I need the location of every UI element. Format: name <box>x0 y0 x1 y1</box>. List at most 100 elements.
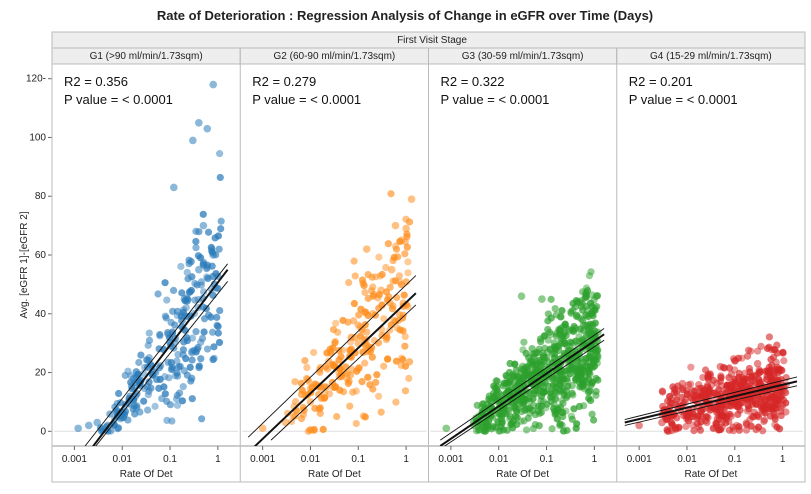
data-point <box>331 339 339 347</box>
data-point <box>397 281 406 289</box>
data-point <box>713 408 721 416</box>
panel-header-1: G1 (>90 ml/min/1.73sqm) <box>90 51 203 62</box>
data-point <box>588 309 596 318</box>
data-point <box>156 332 164 340</box>
panel-header-3: G3 (30-59 ml/min/1.73sqm) <box>462 51 584 62</box>
data-point <box>668 399 676 407</box>
data-point <box>560 391 568 399</box>
data-point <box>356 323 364 331</box>
data-point <box>155 345 163 353</box>
y-tick-label: 80 <box>35 191 47 202</box>
data-point <box>161 279 169 287</box>
confidence-line <box>443 339 605 446</box>
data-point <box>199 288 208 296</box>
data-point <box>511 360 519 368</box>
data-point <box>391 317 400 325</box>
data-point <box>169 307 177 315</box>
data-point <box>742 426 750 434</box>
data-point <box>569 306 577 314</box>
data-point <box>195 118 203 127</box>
x-tick-label: 0.1 <box>540 454 554 465</box>
data-point <box>709 424 717 432</box>
confidence-line <box>95 281 228 446</box>
data-point <box>580 380 588 388</box>
data-point <box>779 348 787 356</box>
data-point <box>563 377 572 386</box>
data-point <box>258 424 267 433</box>
data-point <box>130 396 138 404</box>
data-point <box>756 368 764 376</box>
data-point <box>369 385 377 393</box>
data-point <box>558 396 566 405</box>
x-tick-label: 0.1 <box>728 454 742 465</box>
data-point <box>339 388 348 396</box>
data-point <box>777 393 785 401</box>
data-point <box>154 290 162 298</box>
x-tick-label: 0.01 <box>112 454 132 465</box>
data-point <box>697 418 705 426</box>
data-point <box>551 345 559 353</box>
data-point <box>473 401 481 409</box>
data-point <box>587 299 595 307</box>
panel-headers: G1 (>90 ml/min/1.73sqm) G2 (60-90 ml/min/… <box>51 47 806 65</box>
data-point <box>544 336 552 344</box>
data-point <box>586 387 594 395</box>
data-point <box>552 332 560 340</box>
data-point <box>521 363 530 371</box>
data-point <box>215 245 223 253</box>
regression-line <box>92 269 229 446</box>
data-point <box>678 393 686 402</box>
data-point <box>306 426 314 434</box>
data-point <box>687 363 695 371</box>
data-point <box>557 324 565 332</box>
x-tick-label: 0.001 <box>438 454 463 465</box>
data-point <box>760 417 768 425</box>
data-point <box>589 416 598 424</box>
data-point <box>358 276 367 284</box>
data-point <box>782 389 790 397</box>
data-point <box>173 369 181 377</box>
data-point <box>183 371 191 379</box>
data-point <box>188 356 196 364</box>
data-point <box>663 427 672 435</box>
data-point <box>315 405 323 413</box>
data-point <box>128 385 136 393</box>
data-point <box>592 292 601 300</box>
data-point <box>550 380 558 389</box>
data-point <box>771 413 779 422</box>
data-point <box>351 272 359 280</box>
data-point <box>213 313 221 321</box>
data-point <box>547 295 555 303</box>
data-point <box>568 389 576 397</box>
data-point <box>773 423 781 431</box>
data-point <box>209 80 218 89</box>
data-point <box>570 405 578 413</box>
data-point <box>176 362 184 370</box>
confidence-line <box>270 304 417 441</box>
data-point <box>195 228 203 236</box>
data-point <box>754 347 762 355</box>
data-point <box>163 397 171 405</box>
data-point <box>529 424 537 433</box>
data-point <box>504 404 512 413</box>
data-point <box>780 357 788 365</box>
data-point <box>169 286 178 295</box>
panel-4 <box>618 333 803 435</box>
data-point <box>691 392 699 400</box>
data-point <box>558 306 566 315</box>
data-point <box>768 346 776 354</box>
data-point <box>397 236 406 245</box>
data-point <box>544 310 552 318</box>
data-point <box>689 413 697 421</box>
x-axis-label: Rate Of Det <box>120 469 173 480</box>
data-point <box>299 410 308 419</box>
data-point <box>585 394 593 402</box>
data-point <box>113 412 122 421</box>
panel-header-2: G2 (60-90 ml/min/1.73sqm) <box>274 51 396 62</box>
data-point <box>306 398 315 406</box>
data-point <box>543 400 551 408</box>
data-point <box>535 422 543 430</box>
data-point <box>387 190 395 198</box>
data-point <box>203 124 212 133</box>
data-point <box>667 419 676 427</box>
